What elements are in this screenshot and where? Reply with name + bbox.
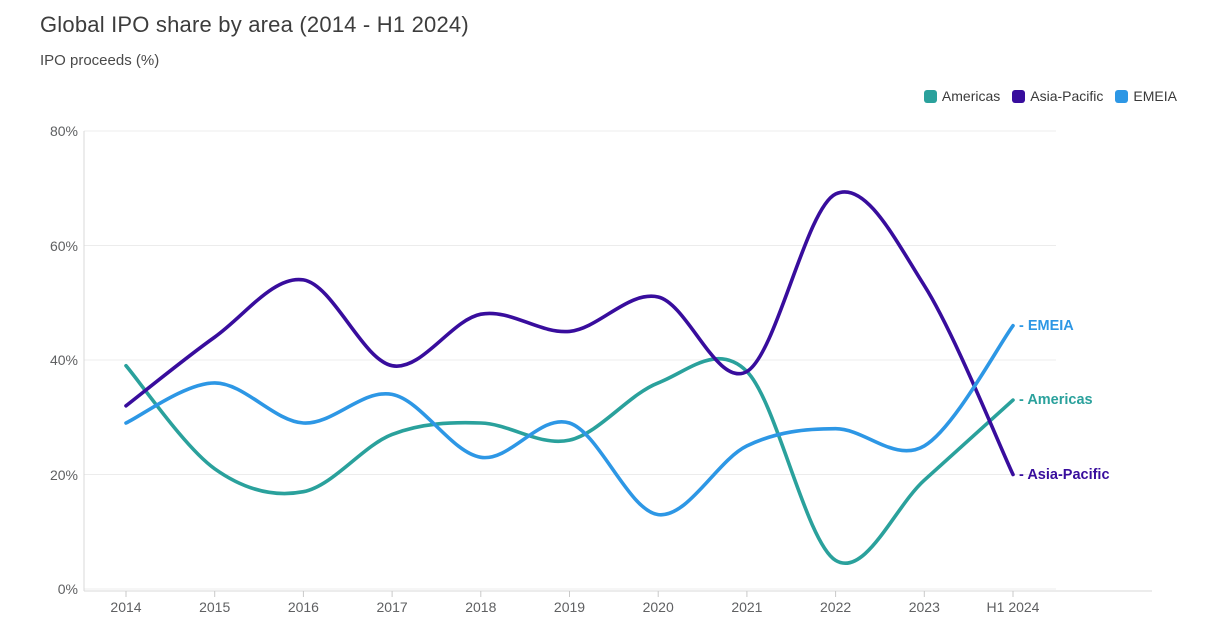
- y-axis-tick-label: 80%: [49, 123, 78, 139]
- x-axis-tick-label: 2017: [376, 599, 408, 615]
- x-axis-tick-label: 2016: [287, 599, 319, 615]
- chart-subtitle-y-axis-unit: IPO proceeds (%): [40, 52, 160, 69]
- x-axis-tick-label: H1 2024: [986, 599, 1040, 615]
- x-axis-tick-label: 2023: [908, 599, 940, 615]
- legend-marker-icon: [923, 89, 937, 103]
- series-line-americas: [124, 357, 1015, 565]
- x-axis-tick-label: 2022: [820, 599, 852, 615]
- legend-item-asia-pacific[interactable]: Asia-Pacific: [1012, 88, 1103, 104]
- legend-item-emeia[interactable]: EMEIA: [1115, 88, 1177, 104]
- legend-item-americas[interactable]: Americas: [923, 88, 1001, 104]
- legend-marker-icon: [1115, 89, 1129, 103]
- series-end-label-americas: - Americas: [1019, 392, 1093, 409]
- series-line-emeia: [124, 323, 1015, 517]
- y-axis-tick-label: 0%: [57, 581, 78, 597]
- x-axis-tick-label: 2020: [642, 599, 674, 615]
- chart-legend: Americas Asia-Pacific EMEIA: [923, 88, 1177, 104]
- y-axis-tick-label: 20%: [49, 466, 78, 483]
- x-axis-tick-label: 2018: [465, 599, 497, 615]
- series-end-label-asia-pacific: - Asia-Pacific: [1019, 466, 1110, 483]
- series-end-label-emeia: - EMEIA: [1019, 317, 1074, 334]
- legend-label: Asia-Pacific: [1030, 88, 1104, 104]
- legend-marker-icon: [1012, 89, 1026, 103]
- legend-label: EMEIA: [1133, 88, 1177, 104]
- page-title: Global IPO share by area (2014 - H1 2024…: [40, 12, 469, 37]
- x-axis-tick-label: 2019: [553, 599, 586, 615]
- x-axis-tick-label: 2015: [199, 599, 231, 615]
- series-line-asia-pacific: [124, 190, 1015, 477]
- x-axis-tick-label: 2021: [731, 599, 763, 615]
- legend-label: Americas: [941, 88, 1001, 104]
- y-axis-tick-label: 40%: [49, 352, 78, 368]
- x-axis-tick-label: 2014: [110, 599, 142, 615]
- y-axis-tick-label: 60%: [49, 237, 78, 254]
